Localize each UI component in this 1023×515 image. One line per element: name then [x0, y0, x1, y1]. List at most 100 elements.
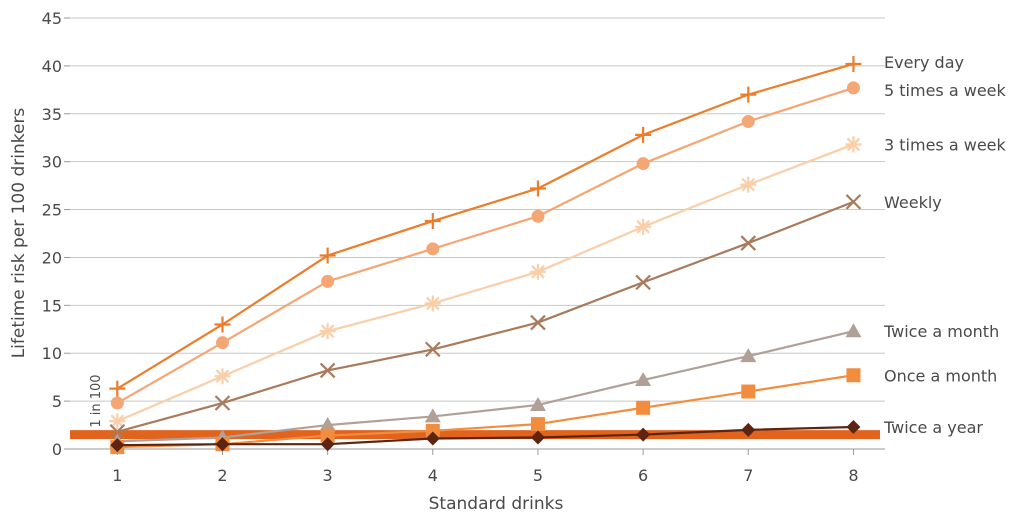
series-once-a-month: [110, 368, 861, 455]
point-once-a-month-7: [741, 384, 756, 399]
point-3-times-a-week-1: [109, 413, 126, 430]
reference-line-label: 1 in 100: [89, 374, 104, 427]
point-5-times-a-week-1: [110, 396, 124, 410]
point-weekly-7: [740, 235, 757, 251]
y-tick-label-5: 5: [52, 392, 62, 411]
point-5-times-a-week-5: [531, 209, 545, 223]
series-3-times-a-week: [109, 136, 862, 430]
series-line-twice-a-year: [117, 425, 854, 447]
series-line-weekly: [117, 200, 854, 433]
series-labels: Every day 5 times a week 3 times a week Wee…: [883, 53, 1007, 437]
point-weekly-2: [214, 395, 231, 411]
point-3-times-a-week-8: [845, 136, 862, 153]
point-twice-a-month-5: [529, 396, 546, 411]
point-twice-a-year-3: [320, 437, 335, 452]
reference-line-group: 1 in 100: [70, 374, 880, 440]
point-5-times-a-week-2: [215, 336, 229, 350]
series-label-once-a-month: Once a month: [884, 366, 997, 385]
point-twice-a-month-7: [740, 348, 757, 363]
point-weekly-3: [319, 362, 336, 379]
point-once-a-month-5: [530, 417, 545, 432]
y-tick-label-0: 0: [52, 440, 62, 459]
y-tick-label-20: 20: [42, 248, 62, 267]
point-twice-a-month-6: [635, 372, 652, 387]
point-3-times-a-week-4: [424, 295, 441, 312]
point-3-times-a-week-6: [635, 218, 652, 235]
point-every-day-5: [529, 180, 546, 197]
point-twice-a-year-1: [110, 438, 125, 453]
point-twice-a-year-4: [425, 431, 440, 446]
series-line-twice-a-month: [117, 330, 854, 443]
series-twice-a-year: [110, 419, 861, 453]
series-group: [109, 55, 862, 455]
series-line-once-a-month: [117, 374, 854, 449]
point-3-times-a-week-3: [319, 323, 336, 340]
grid-lines: [70, 17, 885, 450]
y-tick-label-10: 10: [42, 344, 62, 363]
point-every-day-6: [635, 126, 652, 143]
y-tick-label-40: 40: [42, 57, 62, 76]
point-once-a-month-8: [846, 368, 861, 383]
point-twice-a-month-4: [424, 408, 441, 423]
point-once-a-month-4: [425, 423, 440, 438]
series-label-5-times-a-week: 5 times a week: [884, 81, 1007, 100]
x-tick-label-3: 3: [323, 466, 333, 485]
point-every-day-2: [214, 316, 231, 333]
point-once-a-month-6: [636, 400, 651, 415]
point-weekly-5: [530, 314, 546, 331]
point-5-times-a-week-8: [846, 81, 860, 95]
point-twice-a-year-6: [636, 427, 651, 442]
point-5-times-a-week-4: [426, 242, 440, 256]
y-axis-title: Lifetime risk per 100 drinkers: [9, 108, 29, 359]
y-tick-label-45: 45: [42, 9, 62, 28]
point-twice-a-year-2: [215, 437, 230, 452]
point-3-times-a-week-2: [214, 368, 231, 385]
point-every-day-4: [424, 213, 441, 230]
point-weekly-4: [425, 341, 441, 358]
x-tick-label-6: 6: [638, 466, 648, 485]
point-every-day-3: [319, 247, 336, 264]
x-axis: 1 2 3 4 5 6 7 8: [112, 449, 859, 485]
y-tick-label-30: 30: [42, 153, 62, 172]
series-label-twice-a-month: Twice a month: [883, 322, 999, 341]
series-line-5-times-a-week: [116, 86, 854, 404]
x-tick-label-2: 2: [217, 466, 227, 485]
series-label-3-times-a-week: 3 times a week: [884, 135, 1007, 154]
x-tick-label-7: 7: [743, 466, 753, 485]
point-weekly-1: [109, 423, 126, 440]
point-3-times-a-week-7: [740, 176, 757, 193]
series-weekly: [109, 194, 862, 440]
x-tick-label-5: 5: [533, 466, 543, 485]
point-weekly-6: [635, 274, 651, 291]
point-twice-a-year-5: [530, 430, 545, 445]
x-axis-title: Standard drinks: [429, 494, 564, 514]
point-5-times-a-week-3: [321, 274, 335, 288]
series-5-times-a-week: [110, 81, 860, 410]
x-tick-label-4: 4: [428, 466, 438, 485]
y-tick-label-15: 15: [42, 296, 62, 315]
point-twice-a-year-7: [741, 422, 756, 437]
series-label-every-day: Every day: [884, 53, 964, 72]
point-every-day-8: [845, 55, 862, 72]
point-3-times-a-week-5: [529, 263, 546, 280]
point-twice-a-month-3: [319, 417, 336, 432]
point-twice-a-month-8: [845, 323, 862, 338]
series-line-every-day: [116, 62, 854, 390]
x-tick-label-1: 1: [112, 466, 122, 485]
point-5-times-a-week-7: [741, 114, 755, 128]
series-label-weekly: Weekly: [884, 193, 942, 212]
series-label-twice-a-year: Twice a year: [883, 418, 983, 437]
series-line-3-times-a-week: [116, 143, 854, 423]
series-every-day: [109, 55, 862, 397]
point-5-times-a-week-6: [636, 157, 650, 171]
y-tick-label-35: 35: [42, 105, 62, 124]
x-tick-label-8: 8: [848, 466, 858, 485]
point-twice-a-year-8: [846, 419, 861, 434]
point-once-a-month-3: [320, 428, 335, 443]
point-every-day-7: [740, 86, 757, 103]
y-axis: 0 5 10 15 20 25 30 35 40 45: [42, 9, 70, 459]
point-weekly-8: [845, 194, 862, 210]
y-tick-label-25: 25: [42, 201, 62, 220]
point-every-day-1: [109, 380, 126, 397]
